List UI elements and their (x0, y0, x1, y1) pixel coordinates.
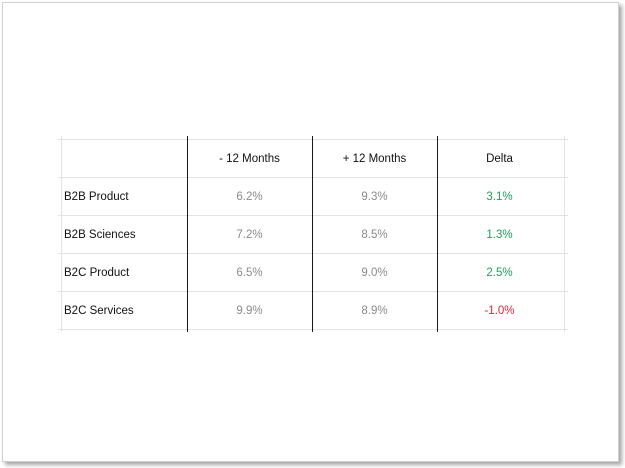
row-label: B2B Sciences (64, 229, 136, 241)
plus-12-value: 8.5% (361, 229, 388, 241)
data-table: - 12 Months + 12 Months Delta B2B Produc… (58, 136, 568, 332)
gridline (58, 253, 568, 254)
minus-12-value: 6.2% (236, 191, 263, 203)
column-divider (312, 136, 313, 332)
gridline (58, 177, 568, 178)
delta-value: 2.5% (486, 267, 513, 279)
minus-12-value: 9.9% (236, 305, 263, 317)
delta-value: 3.1% (486, 191, 513, 203)
column-divider (187, 136, 188, 332)
column-divider (437, 136, 438, 332)
gridline (58, 139, 568, 140)
plus-12-value: 9.3% (361, 191, 388, 203)
delta-value: -1.0% (484, 305, 515, 317)
header-delta: Delta (486, 153, 513, 165)
row-label: B2B Product (64, 191, 129, 203)
row-label: B2C Services (64, 305, 134, 317)
gridline (58, 329, 568, 330)
gridline (58, 291, 568, 292)
delta-value: 1.3% (486, 229, 513, 241)
row-label: B2C Product (64, 267, 130, 279)
header-minus-12-months: - 12 Months (219, 153, 280, 165)
header-plus-12-months: + 12 Months (342, 153, 407, 165)
plus-12-value: 8.9% (361, 305, 388, 317)
document-frame: - 12 Months + 12 Months Delta B2B Produc… (2, 2, 619, 462)
gridline (564, 136, 565, 332)
gridline (58, 215, 568, 216)
minus-12-value: 6.5% (236, 267, 263, 279)
minus-12-value: 7.2% (236, 229, 263, 241)
gridline (61, 136, 62, 332)
plus-12-value: 9.0% (361, 267, 388, 279)
